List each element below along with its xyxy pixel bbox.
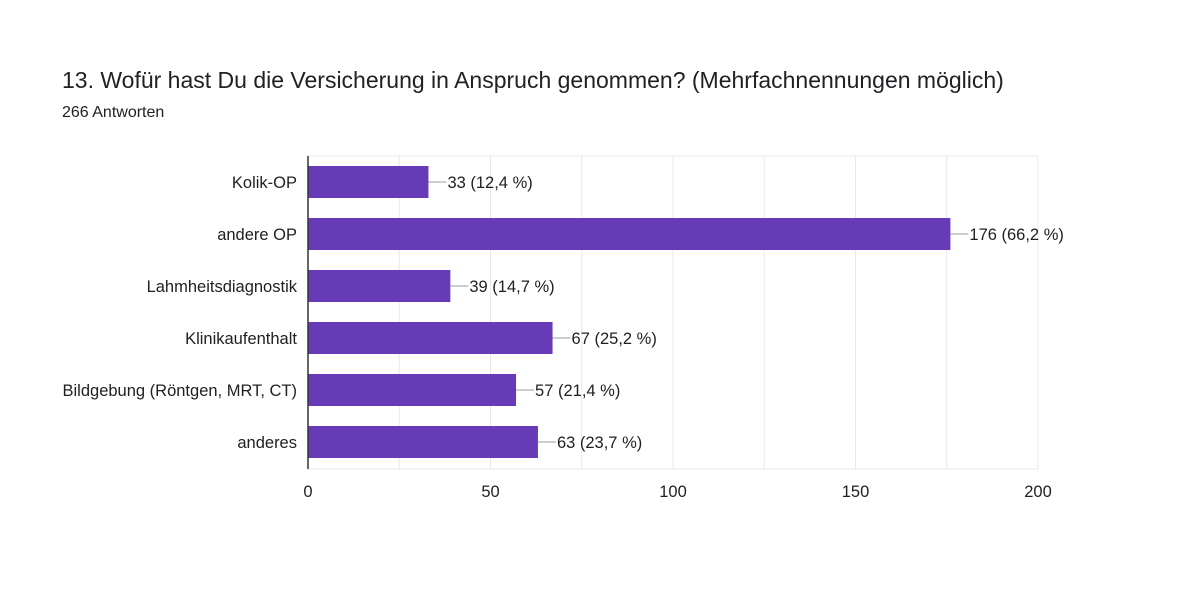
category-label: Lahmheitsdiagnostik [147,278,298,296]
bar-layer [308,166,951,458]
x-tick-label: 50 [481,483,499,501]
axis-layer: 0 50 100 150 200 [303,156,1052,501]
data-label: 63 (23,7 %) [557,434,642,452]
category-label: Bildgebung (Röntgen, MRT, CT) [63,382,297,400]
category-label: anderes [237,434,297,452]
data-label: 67 (25,2 %) [572,330,657,348]
x-tick-label: 150 [842,483,870,501]
data-label: 33 (12,4 %) [447,174,532,192]
x-tick-label: 0 [303,483,312,501]
bar [308,374,517,406]
grid-layer [308,155,1039,470]
category-label: Kolik-OP [232,174,297,192]
bar [308,426,538,458]
bar [308,270,451,302]
category-label: andere OP [217,226,297,244]
x-tick-label: 200 [1024,483,1052,501]
bar [308,218,951,250]
bar [308,166,429,198]
response-count: 266 Antworten [62,104,165,121]
data-label: 57 (21,4 %) [535,382,620,400]
x-tick-label: 100 [659,483,687,501]
label-layer: Kolik-OP 33 (12,4 %) andere OP 176 (66,2 %)… [63,174,1064,452]
question-title: 13. Wofür hast Du die Versicherung in An… [62,67,1004,93]
bar [308,322,553,354]
category-label: Klinikaufenthalt [185,330,297,348]
data-label: 39 (14,7 %) [469,278,554,296]
data-label: 176 (66,2 %) [969,226,1063,244]
